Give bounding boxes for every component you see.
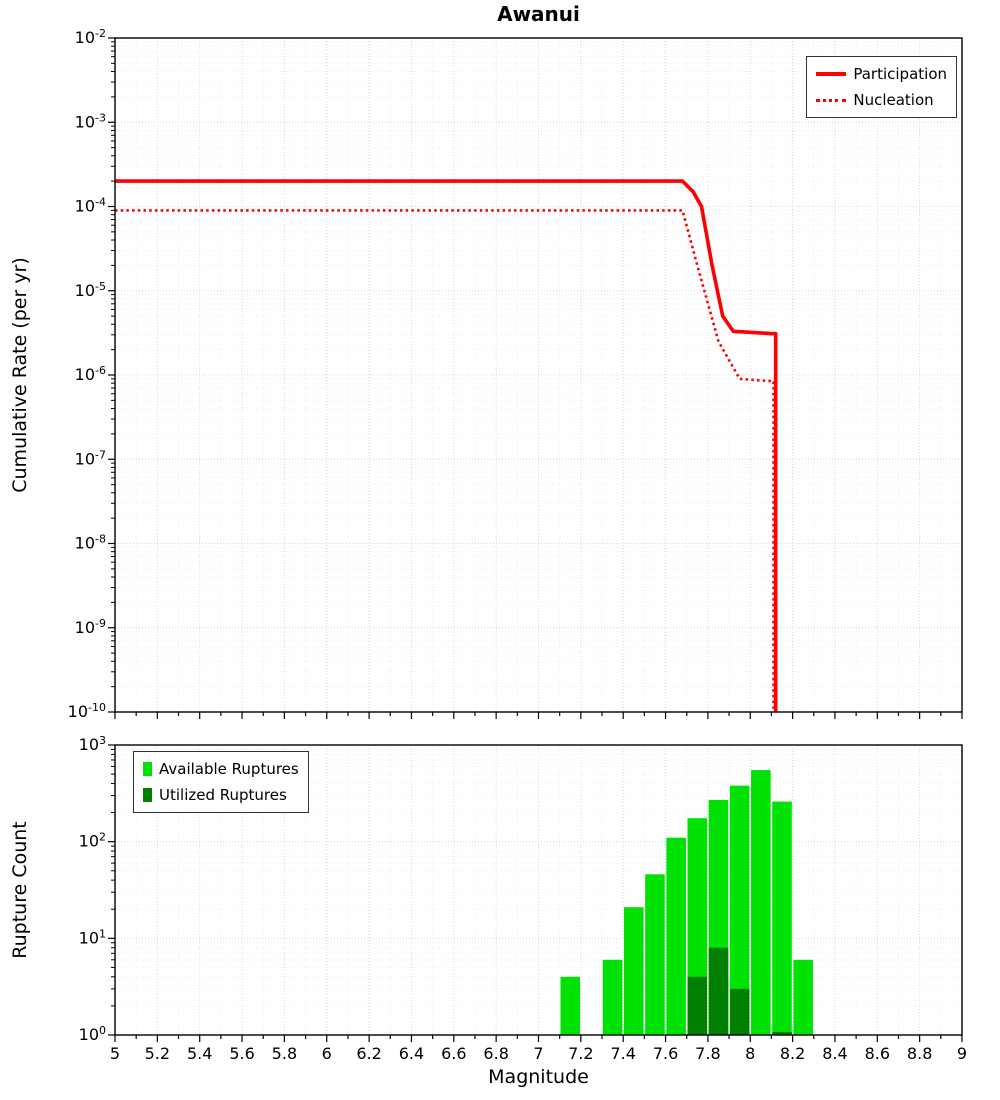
x-tick-label: 6.8 — [483, 1044, 508, 1063]
nucleation-line — [115, 209, 775, 712]
bar — [645, 874, 665, 1035]
y-tick-label: 10-6 — [75, 364, 106, 384]
x-tick-label: 5.8 — [272, 1044, 297, 1063]
count-chart-legend: Available Ruptures Utilized Ruptures — [133, 751, 309, 813]
x-tick-label: 8.2 — [780, 1044, 805, 1063]
x-tick-label: 5.6 — [229, 1044, 254, 1063]
chart-title: Awanui — [497, 2, 580, 26]
y-tick-label: 100 — [79, 1024, 106, 1044]
bar — [751, 770, 771, 1035]
cumulative-rate-chart: 10-2 10-3 10-4 10-5 10-6 10-7 10-8 10-9 10-10 — [68, 27, 963, 721]
legend-label-utilized-ruptures: Utilized Ruptures — [159, 785, 287, 804]
x-tick-label: 9 — [957, 1044, 967, 1063]
legend-item-participation: Participation — [816, 61, 947, 87]
bar — [729, 785, 750, 1035]
legend-item-available-ruptures: Available Ruptures — [143, 756, 299, 782]
legend-item-nucleation: Nucleation — [816, 87, 947, 113]
x-axis-label: Magnitude — [488, 1066, 589, 1088]
bar — [793, 959, 813, 1035]
rate-chart-legend: Participation Nucleation — [806, 56, 957, 118]
bar — [560, 976, 581, 1035]
bar — [772, 801, 792, 1035]
available-ruptures-swatch — [143, 762, 152, 776]
legend-label-nucleation: Nucleation — [853, 90, 934, 109]
x-tick-label: 6.4 — [399, 1044, 424, 1063]
y-tick-label: 103 — [79, 734, 106, 754]
y-tick-label: 10-4 — [75, 196, 106, 216]
x-tick-label: 7.8 — [695, 1044, 720, 1063]
nucleation-line-sample — [816, 98, 847, 102]
x-tick-label: 8.4 — [822, 1044, 847, 1063]
y-tick-label: 10-2 — [75, 27, 106, 47]
bar — [772, 1032, 792, 1035]
bar — [729, 988, 750, 1035]
legend-label-participation: Participation — [853, 64, 947, 83]
x-tick-label: 7.6 — [653, 1044, 678, 1063]
count-y-axis-label: Rupture Count — [9, 821, 31, 959]
available-ruptures-bars — [560, 770, 813, 1035]
y-tick-label: 10-3 — [75, 111, 106, 131]
x-tick-label: 7.4 — [610, 1044, 635, 1063]
x-tick-label: 5.4 — [187, 1044, 212, 1063]
legend-label-available-ruptures: Available Ruptures — [159, 759, 299, 778]
legend-item-utilized-ruptures: Utilized Ruptures — [143, 782, 299, 808]
y-tick-label: 10-5 — [75, 280, 106, 300]
x-tick-label: 6.2 — [356, 1044, 381, 1063]
bar — [602, 959, 623, 1035]
x-tick-label: 5 — [110, 1044, 120, 1063]
utilized-ruptures-bars — [687, 947, 792, 1035]
utilized-ruptures-swatch — [143, 788, 152, 802]
participation-line — [115, 179, 778, 712]
participation-line-sample — [816, 72, 847, 76]
bar — [624, 907, 644, 1035]
x-tick-label: 8.6 — [865, 1044, 890, 1063]
y-tick-label: 101 — [79, 927, 106, 947]
bar — [666, 837, 686, 1035]
x-tick-label: 6.6 — [441, 1044, 466, 1063]
bar — [708, 947, 729, 1035]
y-tick-label: 10-7 — [75, 448, 106, 468]
y-tick-label: 10-9 — [75, 617, 106, 637]
y-tick-label: 102 — [79, 831, 106, 851]
x-tick-label: 5.2 — [145, 1044, 170, 1063]
x-tick-label: 7.2 — [568, 1044, 593, 1063]
bar — [687, 976, 708, 1035]
x-tick-label: 8 — [745, 1044, 755, 1063]
y-tick-label: 10-8 — [75, 533, 106, 553]
x-tick-label: 8.8 — [907, 1044, 932, 1063]
x-tick-label: 7 — [533, 1044, 543, 1063]
x-tick-label: 6 — [322, 1044, 332, 1063]
rate-y-axis-label: Cumulative Rate (per yr) — [9, 257, 31, 493]
y-tick-label: 10-10 — [68, 701, 106, 721]
